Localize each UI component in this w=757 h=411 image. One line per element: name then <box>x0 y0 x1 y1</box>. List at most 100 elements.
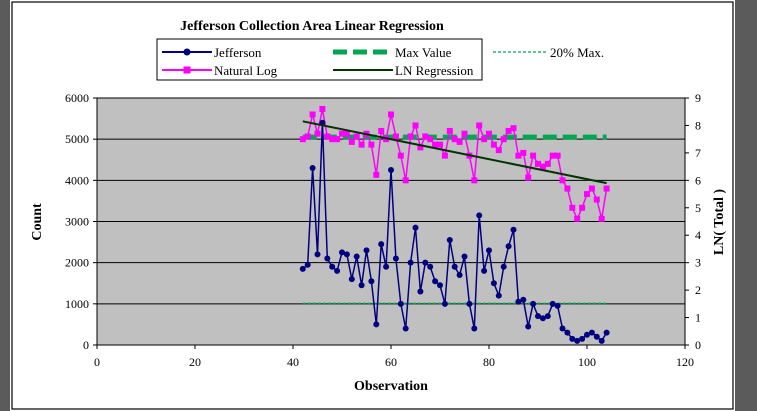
data-point-natural-log <box>579 204 586 211</box>
data-point-natural-log <box>461 130 468 137</box>
data-point-natural-log <box>584 191 590 198</box>
data-point-natural-log <box>343 130 350 137</box>
data-point-natural-log <box>471 177 478 184</box>
y-tick-label: 6000 <box>65 91 89 105</box>
y2-tick-label: 2 <box>695 283 701 297</box>
legend-label-20-max: 20% Max. <box>550 45 604 60</box>
y2-axis-label: LN( Total ) <box>712 189 727 255</box>
x-tick-label: 120 <box>676 355 694 369</box>
legend-item-ln-regression: LN Regression <box>333 63 474 78</box>
x-tick-label: 100 <box>578 355 596 369</box>
data-point-natural-log <box>588 185 595 192</box>
data-point-jefferson <box>432 278 439 285</box>
data-point-natural-log <box>569 204 576 211</box>
data-point-jefferson <box>554 302 561 309</box>
data-point-jefferson <box>588 329 595 336</box>
data-point-natural-log <box>490 141 497 148</box>
chart-title: Jefferson Collection Area Linear Regress… <box>180 19 444 34</box>
data-point-natural-log <box>564 185 571 192</box>
data-point-jefferson <box>569 335 576 342</box>
x-axis-label: Observation <box>354 379 428 394</box>
data-point-jefferson <box>574 337 581 344</box>
data-point-jefferson <box>579 335 586 342</box>
legend-item-natural-log: Natural Log <box>162 63 278 78</box>
data-point-jefferson <box>373 321 380 328</box>
data-point-natural-log <box>559 177 566 184</box>
y2-tick-label: 9 <box>695 91 701 105</box>
y-tick-label: 3000 <box>65 215 89 229</box>
data-point-jefferson <box>437 282 443 289</box>
y2-tick-label: 3 <box>695 256 701 270</box>
data-point-jefferson <box>525 323 532 330</box>
y2-tick-label: 0 <box>695 338 701 352</box>
x-tick-label: 20 <box>189 355 201 369</box>
data-point-natural-log <box>402 177 409 184</box>
x-tick-label: 80 <box>483 355 495 369</box>
data-point-natural-log <box>505 127 512 134</box>
data-point-natural-log <box>593 196 600 203</box>
data-point-jefferson <box>544 313 551 320</box>
y-tick-label: 1000 <box>65 297 89 311</box>
chart-frame: Jefferson Collection Area Linear Regress… <box>10 0 735 411</box>
data-point-natural-log <box>309 111 316 118</box>
legend-label-ln-regression: LN Regression <box>395 63 474 78</box>
data-point-natural-log <box>486 130 492 137</box>
data-point-jefferson <box>348 276 355 283</box>
data-point-jefferson <box>378 241 385 248</box>
data-point-jefferson <box>422 259 429 266</box>
legend-item-jefferson: Jefferson <box>162 45 262 60</box>
data-point-natural-log <box>446 127 453 134</box>
data-point-natural-log <box>603 185 610 192</box>
data-point-jefferson <box>500 263 507 270</box>
data-point-jefferson <box>549 300 556 307</box>
data-point-natural-log <box>388 111 394 118</box>
data-point-jefferson <box>495 292 502 299</box>
y-tick-label: 4000 <box>65 173 89 187</box>
data-point-jefferson <box>476 212 483 219</box>
data-point-natural-log <box>407 133 414 140</box>
data-point-jefferson <box>520 296 527 303</box>
x-tick-label: 0 <box>94 355 100 369</box>
data-point-jefferson <box>417 288 424 295</box>
data-point-natural-log <box>324 133 331 140</box>
legend-marker-jefferson <box>183 48 191 56</box>
data-point-natural-log <box>437 141 443 148</box>
data-point-natural-log <box>373 171 380 178</box>
data-point-jefferson <box>368 278 375 285</box>
y-tick-label: 5000 <box>65 132 89 146</box>
data-point-jefferson <box>334 267 341 274</box>
series-line-ln-regression <box>302 120 607 185</box>
data-point-natural-log <box>500 136 507 143</box>
data-point-jefferson <box>363 247 370 254</box>
data-point-jefferson <box>593 333 600 340</box>
data-point-natural-log <box>598 215 605 222</box>
data-point-jefferson <box>358 282 365 289</box>
data-point-jefferson <box>490 280 497 287</box>
data-point-jefferson <box>466 300 473 307</box>
data-point-jefferson <box>309 164 316 171</box>
legend-item-20-max: 20% Max. <box>493 45 604 60</box>
data-point-jefferson <box>388 167 394 174</box>
data-point-natural-log <box>348 138 355 145</box>
data-point-natural-log <box>554 152 561 159</box>
data-point-natural-log <box>432 141 439 148</box>
y-tick-label: 0 <box>83 338 89 352</box>
data-point-jefferson <box>539 315 546 322</box>
data-point-natural-log <box>417 144 424 151</box>
data-point-jefferson <box>412 224 419 231</box>
data-point-jefferson <box>530 300 537 307</box>
data-point-jefferson <box>392 255 399 262</box>
data-point-natural-log <box>334 136 341 143</box>
data-point-natural-log <box>441 152 448 159</box>
y2-tick-label: 5 <box>695 201 701 215</box>
data-point-natural-log <box>358 141 365 148</box>
data-point-natural-log <box>392 133 399 140</box>
data-point-natural-log <box>427 136 434 143</box>
data-point-natural-log <box>339 130 345 137</box>
data-point-jefferson <box>304 261 311 268</box>
chart-svg: Jefferson Collection Area Linear Regress… <box>11 1 734 410</box>
data-point-natural-log <box>319 105 326 112</box>
y-axis-label: Count <box>30 203 45 241</box>
y-tick-label: 2000 <box>65 256 89 270</box>
legend-marker-natural-log <box>183 66 191 74</box>
